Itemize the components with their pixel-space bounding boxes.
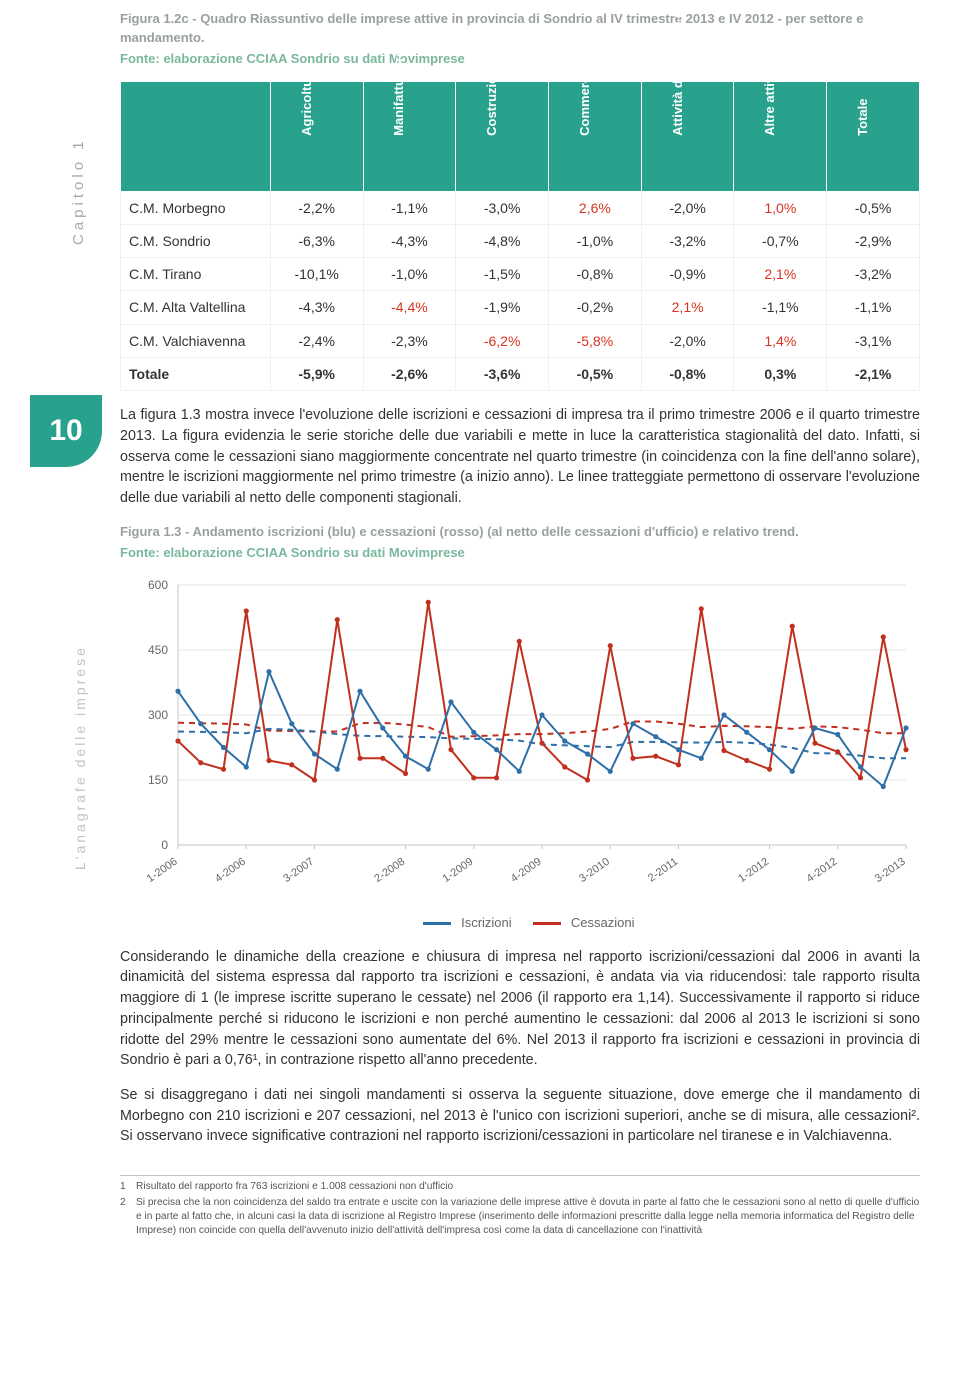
legend-label-iscrizioni: Iscrizioni: [461, 915, 512, 930]
svg-text:1-2006: 1-2006: [145, 855, 180, 884]
table-cell: -3,2%: [641, 224, 734, 257]
row-label: C.M. Morbegno: [121, 191, 271, 224]
paragraph-3: Se si disaggregano i dati nei singoli ma…: [120, 1085, 920, 1147]
table-cell: -2,3%: [363, 324, 456, 357]
svg-text:1-2012: 1-2012: [736, 855, 771, 884]
table-header: Commercio: [549, 81, 642, 191]
svg-text:3-2007: 3-2007: [281, 855, 316, 884]
legend-label-cessazioni: Cessazioni: [571, 915, 635, 930]
chapter-label: Capitolo 1: [68, 137, 90, 245]
table-cell: -2,1%: [827, 358, 920, 391]
paragraph-1: La figura 1.3 mostra invece l'evoluzione…: [120, 405, 920, 509]
page-number: 10: [30, 395, 102, 467]
table-cell: 0,3%: [734, 358, 827, 391]
table-row: Totale-5,9%-2,6%-3,6%-0,5%-0,8%0,3%-2,1%: [121, 358, 920, 391]
svg-text:3-2013: 3-2013: [873, 855, 908, 884]
table-cell: -0,8%: [549, 258, 642, 291]
svg-text:0: 0: [161, 838, 168, 852]
figure-1-2c-title: Figura 1.2c - Quadro Riassuntivo delle i…: [120, 10, 920, 48]
table-cell: -0,5%: [827, 191, 920, 224]
svg-text:4-2006: 4-2006: [213, 855, 248, 884]
table-cell: -2,4%: [270, 324, 363, 357]
table-cell: -0,2%: [549, 291, 642, 324]
svg-text:4-2009: 4-2009: [509, 855, 544, 884]
table-cell: -3,0%: [456, 191, 549, 224]
svg-text:300: 300: [148, 708, 168, 722]
table-cell: -1,1%: [827, 291, 920, 324]
legend-swatch-iscrizioni: [423, 922, 451, 925]
table-cell: -1,1%: [363, 191, 456, 224]
summary-table: AgricolturaManifatturieroCostruzioniComm…: [120, 81, 920, 392]
table-cell: -2,0%: [641, 191, 734, 224]
table-cell: -2,0%: [641, 324, 734, 357]
table-cell: -1,9%: [456, 291, 549, 324]
table-cell: 2,1%: [734, 258, 827, 291]
legend-swatch-cessazioni: [533, 922, 561, 925]
figure-1-3-source: Fonte: elaborazione CCIAA Sondrio su dat…: [120, 544, 920, 563]
table-cell: -0,8%: [641, 358, 734, 391]
table-cell: -3,6%: [456, 358, 549, 391]
footnotes: 1Risultato del rapporto fra 763 iscrizio…: [120, 1175, 920, 1237]
table-cell: -1,5%: [456, 258, 549, 291]
table-cell: -1,0%: [363, 258, 456, 291]
table-header: Attività di Alloggio e ristorazione: [641, 81, 734, 191]
table-cell: -2,6%: [363, 358, 456, 391]
chart-legend: Iscrizioni Cessazioni: [120, 914, 920, 933]
svg-text:450: 450: [148, 643, 168, 657]
table-cell: -2,9%: [827, 224, 920, 257]
table-cell: -3,2%: [827, 258, 920, 291]
footnote: 2Si precisa che la non coincidenza del s…: [120, 1196, 920, 1237]
table-header: Agricoltura: [270, 81, 363, 191]
row-label: C.M. Tirano: [121, 258, 271, 291]
table-cell: -5,9%: [270, 358, 363, 391]
table-cell: -2,2%: [270, 191, 363, 224]
table-cell: -1,1%: [734, 291, 827, 324]
table-header: Altre attività: [734, 81, 827, 191]
table-cell: -3,1%: [827, 324, 920, 357]
table-row: C.M. Tirano-10,1%-1,0%-1,5%-0,8%-0,9%2,1…: [121, 258, 920, 291]
table-cell: 1,0%: [734, 191, 827, 224]
table-cell: 2,6%: [549, 191, 642, 224]
svg-text:600: 600: [148, 578, 168, 592]
row-label: Totale: [121, 358, 271, 391]
figure-1-3-title: Figura 1.3 - Andamento iscrizioni (blu) …: [120, 523, 920, 542]
svg-text:4-2012: 4-2012: [805, 855, 840, 884]
row-label: C.M. Alta Valtellina: [121, 291, 271, 324]
svg-text:2-2011: 2-2011: [646, 855, 680, 884]
table-cell: 2,1%: [641, 291, 734, 324]
table-cell: -0,5%: [549, 358, 642, 391]
line-chart: 0 150 300 450 600 1-2006 4-2006 3-2007 2-2008 1-2…: [120, 575, 920, 933]
row-label: C.M. Valchiavenna: [121, 324, 271, 357]
footnote: 1Risultato del rapporto fra 763 iscrizio…: [120, 1180, 920, 1194]
table-row: C.M. Alta Valtellina-4,3%-4,4%-1,9%-0,2%…: [121, 291, 920, 324]
table-cell: -5,8%: [549, 324, 642, 357]
table-row: C.M. Valchiavenna-2,4%-2,3%-6,2%-5,8%-2,…: [121, 324, 920, 357]
table-row: C.M. Sondrio-6,3%-4,3%-4,8%-1,0%-3,2%-0,…: [121, 224, 920, 257]
row-label: C.M. Sondrio: [121, 224, 271, 257]
table-cell: -0,9%: [641, 258, 734, 291]
table-header: Manifatturiero: [363, 81, 456, 191]
svg-text:1-2009: 1-2009: [441, 855, 476, 884]
table-row: C.M. Morbegno-2,2%-1,1%-3,0%2,6%-2,0%1,0…: [121, 191, 920, 224]
chart-svg: 0 150 300 450 600 1-2006 4-2006 3-2007 2-2008 1-2…: [120, 575, 920, 905]
svg-text:3-2010: 3-2010: [577, 855, 612, 884]
table-cell: -4,4%: [363, 291, 456, 324]
table-cell: -6,3%: [270, 224, 363, 257]
table-cell: -1,0%: [549, 224, 642, 257]
table-header: Costruzioni: [456, 81, 549, 191]
table-cell: -4,8%: [456, 224, 549, 257]
paragraph-2: Considerando le dinamiche della creazion…: [120, 947, 920, 1071]
svg-text:150: 150: [148, 773, 168, 787]
table-header: Totale: [827, 81, 920, 191]
table-cell: -10,1%: [270, 258, 363, 291]
table-cell: -4,3%: [270, 291, 363, 324]
table-cell: -6,2%: [456, 324, 549, 357]
table-cell: 1,4%: [734, 324, 827, 357]
table-cell: -0,7%: [734, 224, 827, 257]
figure-1-2c-source: Fonte: elaborazione CCIAA Sondrio su dat…: [120, 50, 920, 69]
table-cell: -4,3%: [363, 224, 456, 257]
section-title-sidebar: L'anagrafe delle imprese: [70, 645, 90, 870]
svg-text:2-2008: 2-2008: [372, 855, 407, 884]
page-number-badge: 10: [30, 395, 102, 467]
